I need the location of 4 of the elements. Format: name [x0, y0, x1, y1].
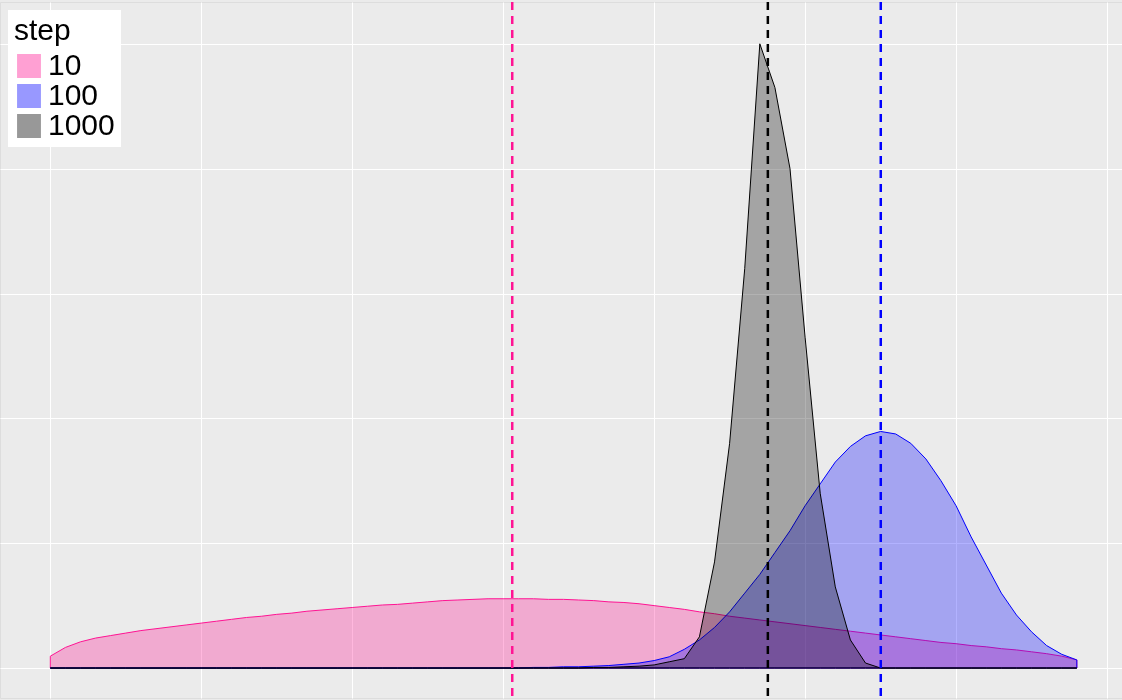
legend-label: 1000: [48, 108, 115, 141]
legend-label: 10: [48, 48, 82, 81]
legend-label: 100: [48, 78, 99, 111]
legend-title: step: [14, 13, 71, 46]
